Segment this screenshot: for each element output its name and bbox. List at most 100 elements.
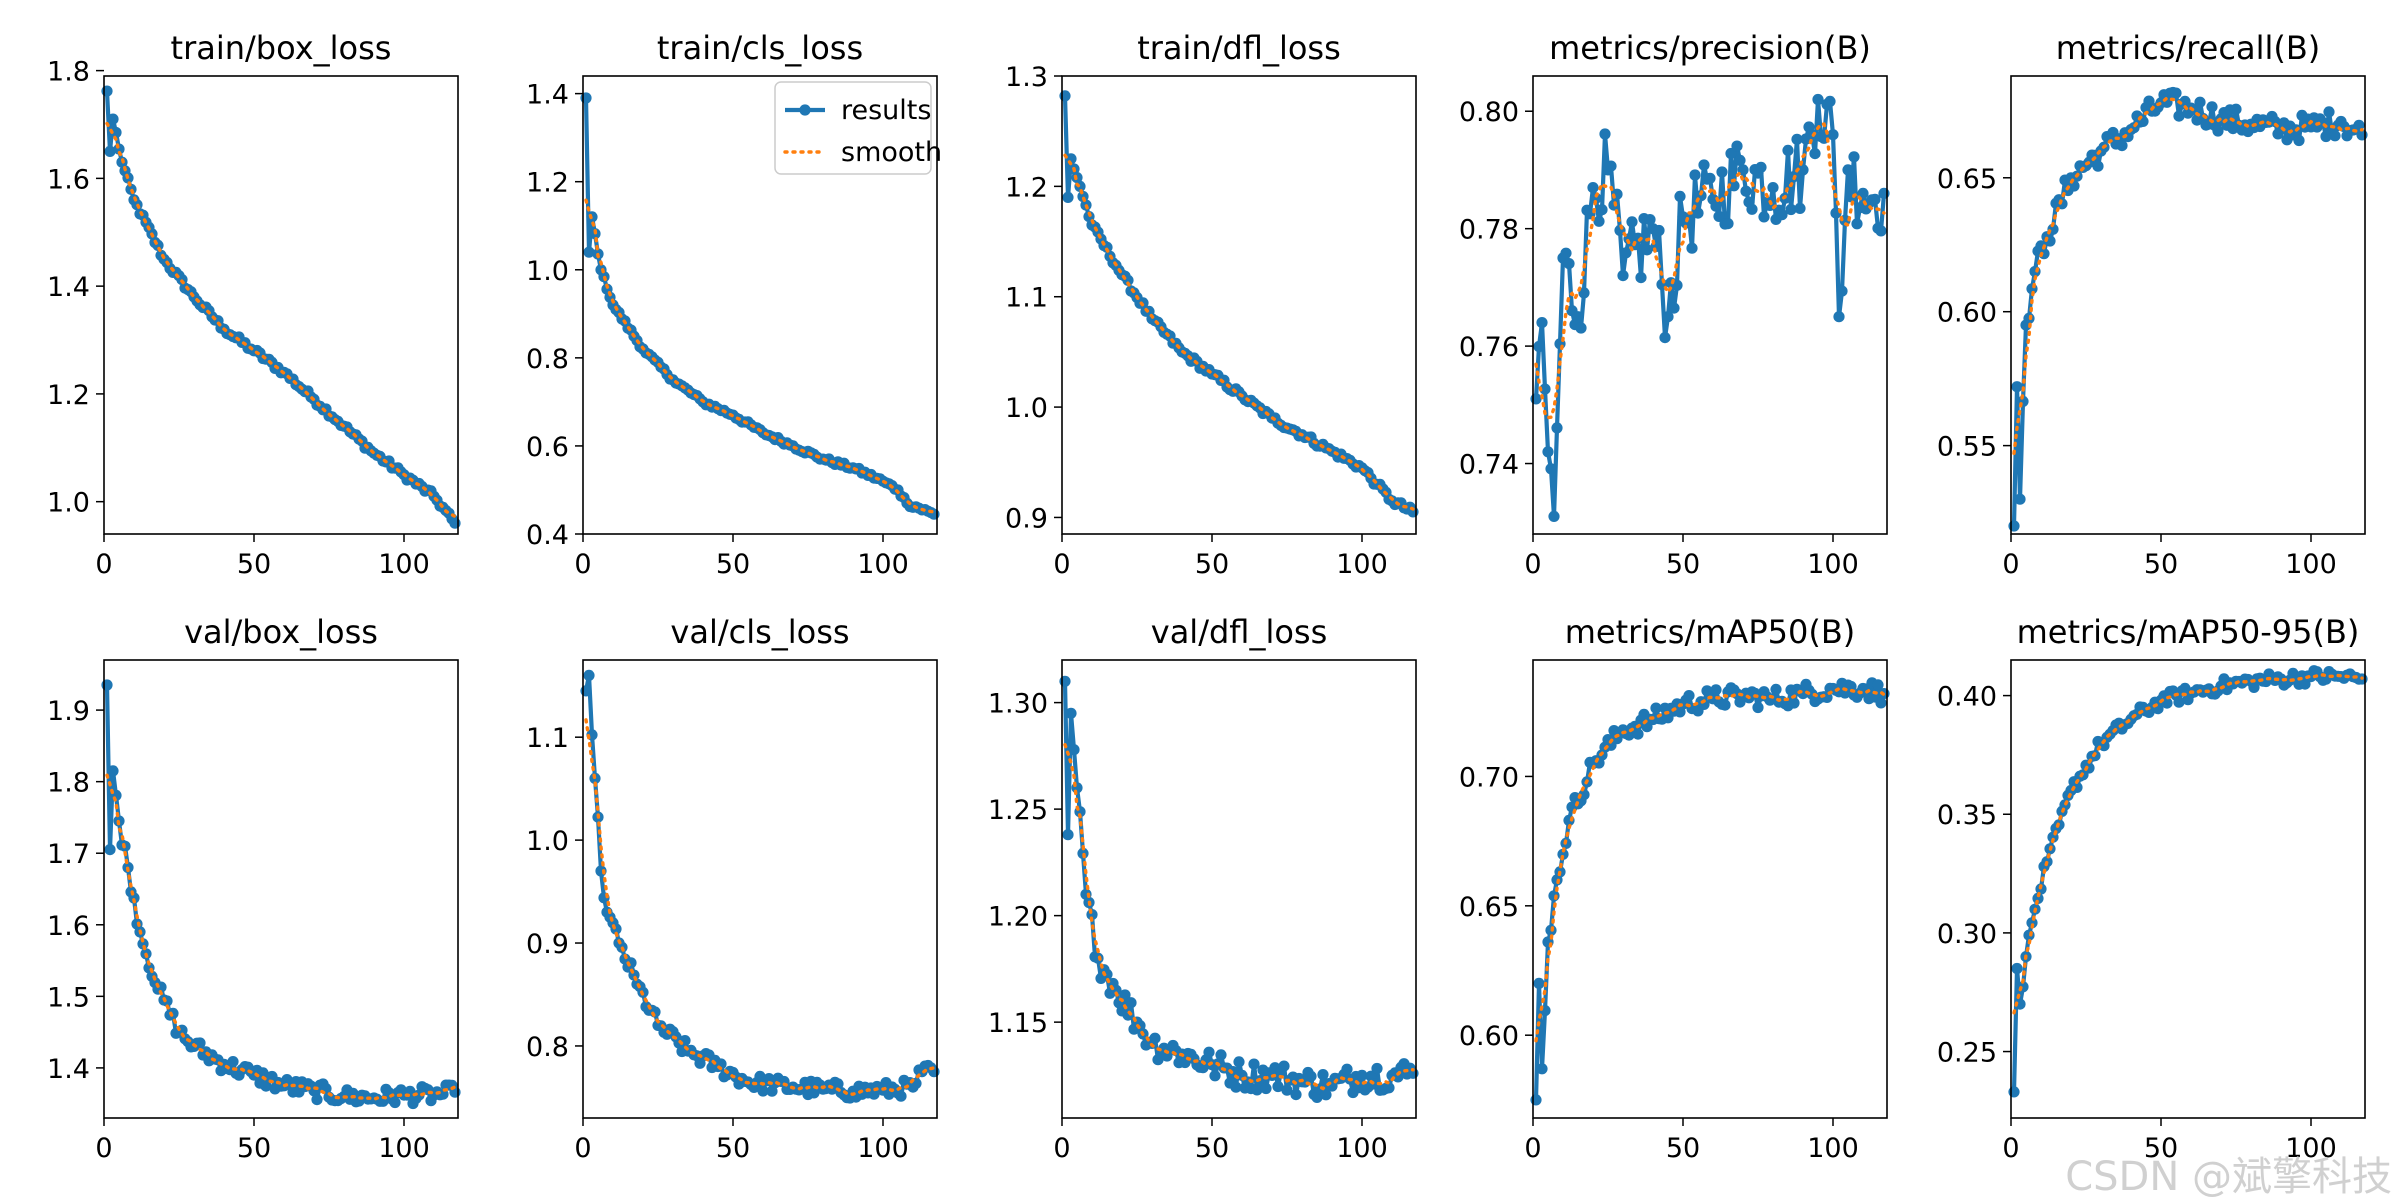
panel-title: train/box_loss bbox=[171, 29, 392, 67]
results-point bbox=[2011, 962, 2023, 975]
panel-title: metrics/mAP50-95(B) bbox=[2017, 613, 2360, 651]
y-tick-label: 1.0 bbox=[526, 256, 569, 287]
smooth-line bbox=[584, 718, 936, 1096]
results-point bbox=[1305, 1070, 1317, 1082]
results-point bbox=[1644, 214, 1656, 226]
results-point bbox=[110, 126, 122, 139]
results-point bbox=[1650, 702, 1662, 714]
results-point bbox=[2014, 998, 2026, 1010]
results-line bbox=[104, 684, 457, 1106]
x-tick-label: 50 bbox=[2144, 1133, 2178, 1164]
x-tick-label: 100 bbox=[1807, 549, 1859, 580]
results-point bbox=[2170, 87, 2182, 99]
results-point bbox=[1767, 182, 1779, 194]
x-tick-label: 0 bbox=[574, 1133, 591, 1164]
y-tick-label: 0.8 bbox=[526, 344, 569, 375]
panel-metrics-map50-95-b: metrics/mAP50-95(B) 0 50 100 0.25 0.30 0.35 0.4… bbox=[1937, 613, 2368, 1164]
panel-train-box-loss: train/box_loss 0 50 100 1.0 1.2 1.4 1.6 1.8 bbox=[47, 29, 461, 580]
results-point bbox=[1215, 1049, 1227, 1061]
results-point bbox=[1125, 997, 1137, 1009]
results-point bbox=[1812, 93, 1824, 106]
x-tick-label: 50 bbox=[237, 1133, 271, 1164]
y-tick-label: 1.1 bbox=[526, 723, 569, 754]
x-tick-label: 0 bbox=[1053, 549, 1070, 580]
x-tick-label: 0 bbox=[1053, 1133, 1070, 1164]
results-point bbox=[227, 1056, 239, 1068]
x-tick-label: 50 bbox=[716, 549, 750, 580]
y-tick-label: 1.4 bbox=[47, 272, 90, 303]
legend-smooth-label: smooth bbox=[841, 137, 942, 168]
x-tick-label: 100 bbox=[1336, 1133, 1388, 1164]
axes-frame bbox=[2010, 659, 2366, 1119]
results-point bbox=[2323, 106, 2335, 118]
results-point bbox=[1827, 129, 1839, 141]
panel-title: metrics/recall(B) bbox=[2056, 29, 2321, 67]
axes-frame bbox=[582, 75, 938, 535]
axes-frame bbox=[103, 659, 459, 1119]
results-point bbox=[1290, 1089, 1302, 1101]
results-point bbox=[1533, 340, 1545, 353]
results-point bbox=[1875, 225, 1887, 237]
smooth-line bbox=[1063, 153, 1415, 511]
results-point bbox=[2092, 160, 2104, 172]
results-point bbox=[1872, 679, 1884, 691]
smooth-line bbox=[105, 121, 457, 519]
results-point bbox=[1617, 270, 1629, 282]
y-tick-label: 0.8 bbox=[526, 1032, 569, 1063]
results-point bbox=[1590, 192, 1602, 204]
results-point bbox=[1059, 90, 1071, 102]
results-point bbox=[167, 1007, 179, 1020]
results-point bbox=[1641, 244, 1653, 256]
results-point bbox=[311, 1094, 323, 1106]
y-tick-label: 0.40 bbox=[1937, 682, 1997, 713]
panel-title: train/dfl_loss bbox=[1137, 29, 1341, 67]
smooth-line bbox=[2012, 673, 2364, 1015]
results-point bbox=[1065, 707, 1077, 719]
y-tick-label: 1.0 bbox=[526, 826, 569, 857]
results-point bbox=[1536, 317, 1548, 329]
results-point bbox=[1209, 1070, 1221, 1082]
results-point bbox=[1635, 272, 1647, 284]
results-point bbox=[1371, 1062, 1383, 1075]
results-point bbox=[1842, 164, 1854, 176]
x-tick-label: 100 bbox=[378, 549, 430, 580]
results-point bbox=[1674, 190, 1686, 202]
results-point bbox=[2194, 96, 2206, 108]
results-point bbox=[107, 113, 119, 125]
y-tick-label: 0.25 bbox=[1937, 1038, 1997, 1069]
results-point bbox=[1320, 1089, 1332, 1101]
results-point bbox=[194, 1037, 206, 1049]
results-point bbox=[1620, 247, 1632, 259]
axes-frame bbox=[103, 75, 459, 535]
results-point bbox=[1788, 697, 1800, 709]
axes-frame bbox=[2010, 75, 2366, 535]
results-point bbox=[1203, 1046, 1215, 1058]
results-point bbox=[1317, 1069, 1329, 1081]
results-point bbox=[1551, 422, 1563, 434]
y-tick-label: 1.0 bbox=[47, 488, 90, 519]
results-point bbox=[1587, 182, 1599, 194]
x-tick-label: 0 bbox=[574, 549, 591, 580]
results-point bbox=[1605, 160, 1617, 172]
results-point bbox=[1068, 744, 1080, 756]
results-point bbox=[2173, 110, 2185, 122]
y-tick-label: 0.80 bbox=[1459, 97, 1519, 128]
results-point bbox=[1824, 95, 1836, 107]
results-point bbox=[1632, 728, 1644, 740]
results-point bbox=[1272, 1080, 1284, 1093]
results-point bbox=[1794, 202, 1806, 214]
results-point bbox=[1572, 311, 1584, 323]
results-point bbox=[1593, 215, 1605, 227]
results-point bbox=[1719, 699, 1731, 711]
x-tick-label: 0 bbox=[1524, 1133, 1541, 1164]
results-point bbox=[1341, 1063, 1353, 1075]
results-point bbox=[1251, 1084, 1263, 1096]
results-point bbox=[1530, 393, 1542, 405]
results-point bbox=[1782, 144, 1794, 156]
results-point bbox=[1248, 1058, 1260, 1070]
results-point bbox=[2206, 101, 2218, 113]
axes-frame bbox=[1532, 75, 1888, 535]
y-tick-label: 0.9 bbox=[1005, 503, 1048, 534]
legend: results smooth bbox=[774, 81, 942, 175]
results-line bbox=[1062, 95, 1415, 514]
